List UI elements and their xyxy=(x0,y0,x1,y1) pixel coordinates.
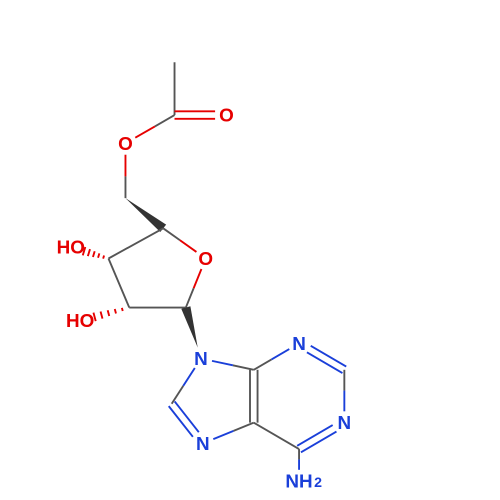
atom-label-N7: N xyxy=(196,433,210,454)
atom-label-N9: N xyxy=(194,348,208,369)
atom-label-NH2: NH xyxy=(285,471,312,492)
svg-text:2: 2 xyxy=(314,474,322,490)
atom-label-O3p: HO xyxy=(57,237,85,258)
atom-label-O_ester: O xyxy=(118,133,133,154)
atom-label-N1: N xyxy=(338,412,352,433)
atom-label-N3: N xyxy=(292,333,306,354)
atom-label-O_dbl: O xyxy=(219,105,234,126)
molecule-structure: O O O HO HO N N N N NH2 xyxy=(0,0,500,500)
atom-label-O2p: HO xyxy=(66,310,94,331)
atom-label-O_ring: O xyxy=(198,248,213,269)
